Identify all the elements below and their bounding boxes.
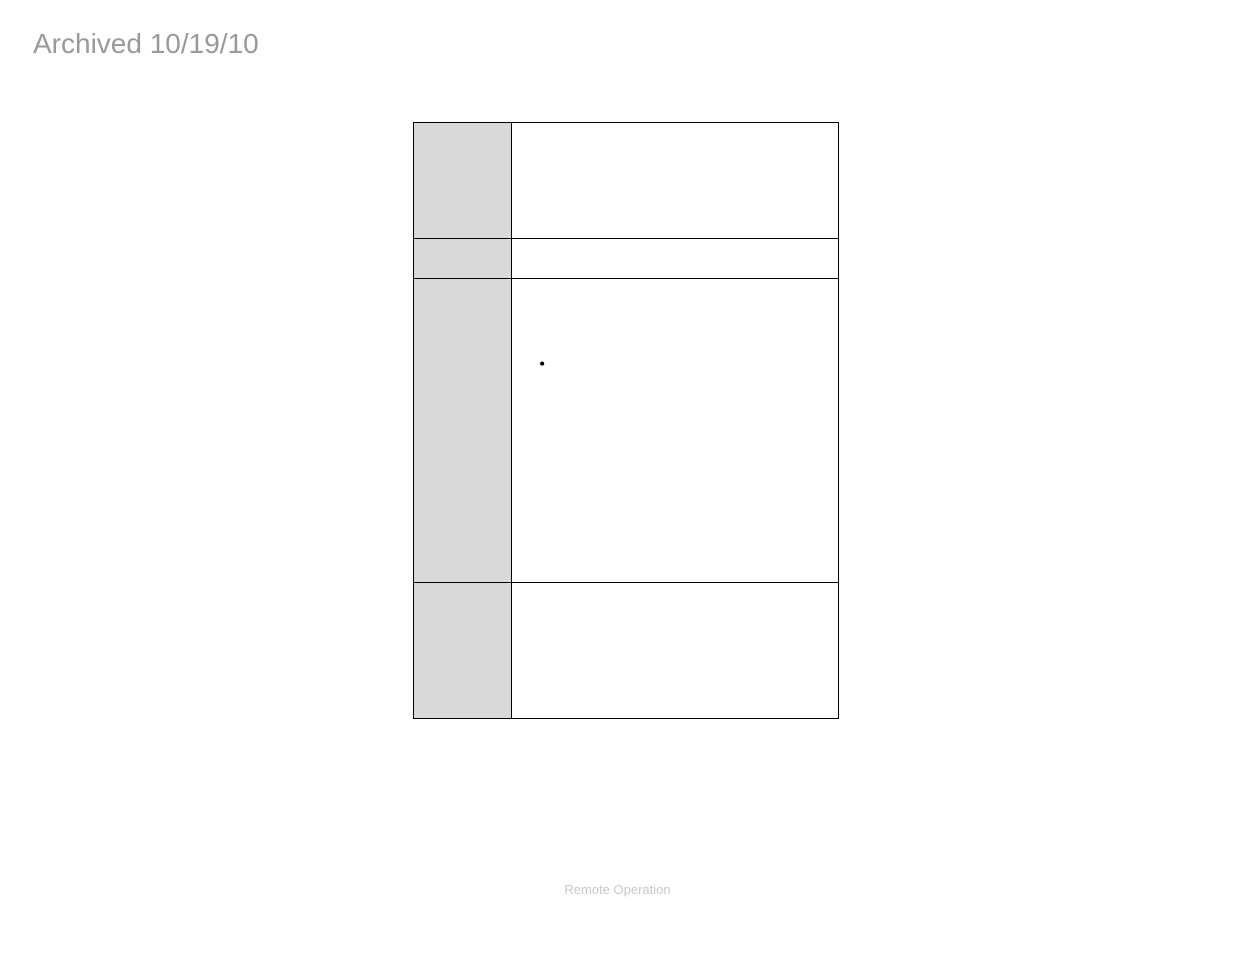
table-row <box>414 123 839 239</box>
table-row <box>414 239 839 279</box>
archived-watermark: Archived 10/19/10 <box>33 28 259 60</box>
table-row <box>414 583 839 719</box>
row-content-cell <box>511 123 838 239</box>
row-content-cell <box>511 279 838 583</box>
row-content-cell <box>511 239 838 279</box>
document-table <box>413 122 839 719</box>
row-label-cell <box>414 123 512 239</box>
row-label-cell <box>414 583 512 719</box>
row-label-cell <box>414 239 512 279</box>
table-row <box>414 279 839 583</box>
bullet-list-container <box>526 289 824 321</box>
row-label-cell <box>414 279 512 583</box>
row-content-cell <box>511 583 838 719</box>
footer-caption: Remote Operation <box>0 882 1235 897</box>
